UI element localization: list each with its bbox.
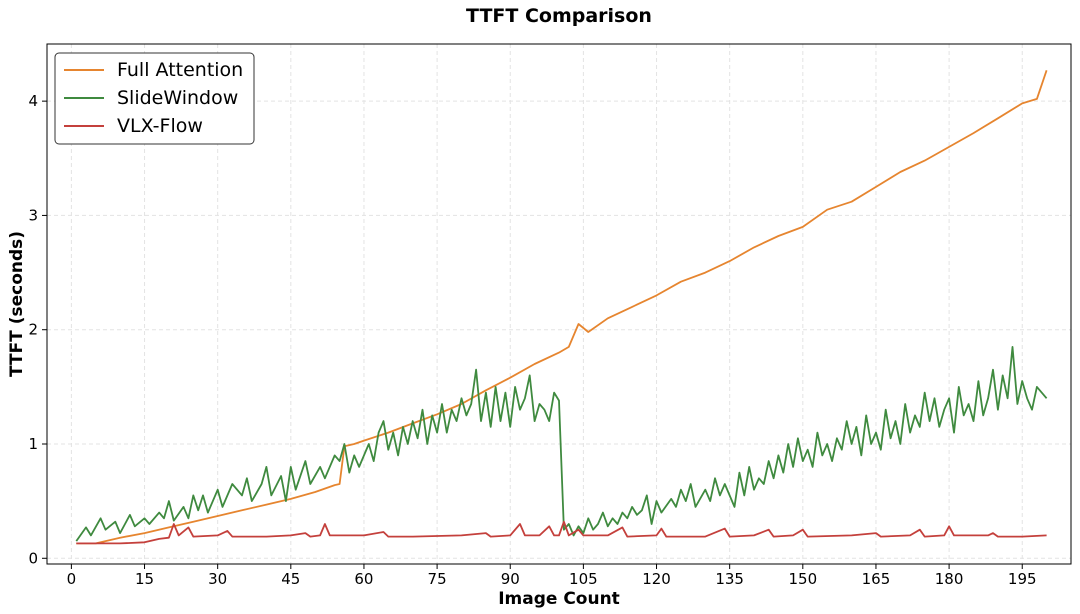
x-tick-label: 120	[642, 570, 671, 588]
y-tick-label: 4	[28, 92, 38, 110]
series-line-vlx-flow	[76, 520, 1047, 545]
x-tick-label: 105	[569, 570, 598, 588]
x-tick-label: 15	[135, 570, 154, 588]
x-tick-label: 60	[354, 570, 373, 588]
x-tick-label: 90	[501, 570, 520, 588]
x-tick-label: 75	[428, 570, 447, 588]
y-tick-label: 0	[28, 549, 38, 567]
y-axis-label: TTFT (seconds)	[7, 231, 27, 377]
series-line-full-attention	[76, 70, 1048, 545]
x-tick-label: 135	[715, 570, 744, 588]
x-tick-label: 0	[67, 570, 77, 588]
x-tick-label: 150	[788, 570, 817, 588]
x-tick-label: 195	[1008, 570, 1037, 588]
y-tick-label: 2	[28, 321, 38, 339]
legend-box	[54, 52, 255, 145]
legend-label-full-attention: Full Attention	[117, 59, 243, 81]
y-tick-label: 1	[28, 435, 38, 453]
legend-label-slidewindow: SlideWindow	[117, 87, 238, 109]
x-tick-label: 30	[208, 570, 227, 588]
grid	[47, 44, 1071, 564]
x-axis-label: Image Count	[498, 589, 620, 609]
plot-frame	[46, 43, 1072, 565]
x-tick-label: 165	[862, 570, 891, 588]
x-tick-label: 45	[281, 570, 300, 588]
y-tick-label: 3	[28, 206, 38, 224]
chart-title: TTFT Comparison	[466, 5, 652, 27]
axis-ticks: 0 15 30 45 60 75 90 105 120 135 150 165 180 195 0 1 2 3 4	[28, 92, 1036, 588]
series-lines	[75, 70, 1048, 545]
legend-label-vlx-flow: VLX-Flow	[117, 115, 203, 137]
legend: Full Attention SlideWindow VLX-Flow	[54, 52, 255, 145]
x-tick-label: 180	[935, 570, 964, 588]
series-line-slidewindow	[75, 346, 1048, 542]
